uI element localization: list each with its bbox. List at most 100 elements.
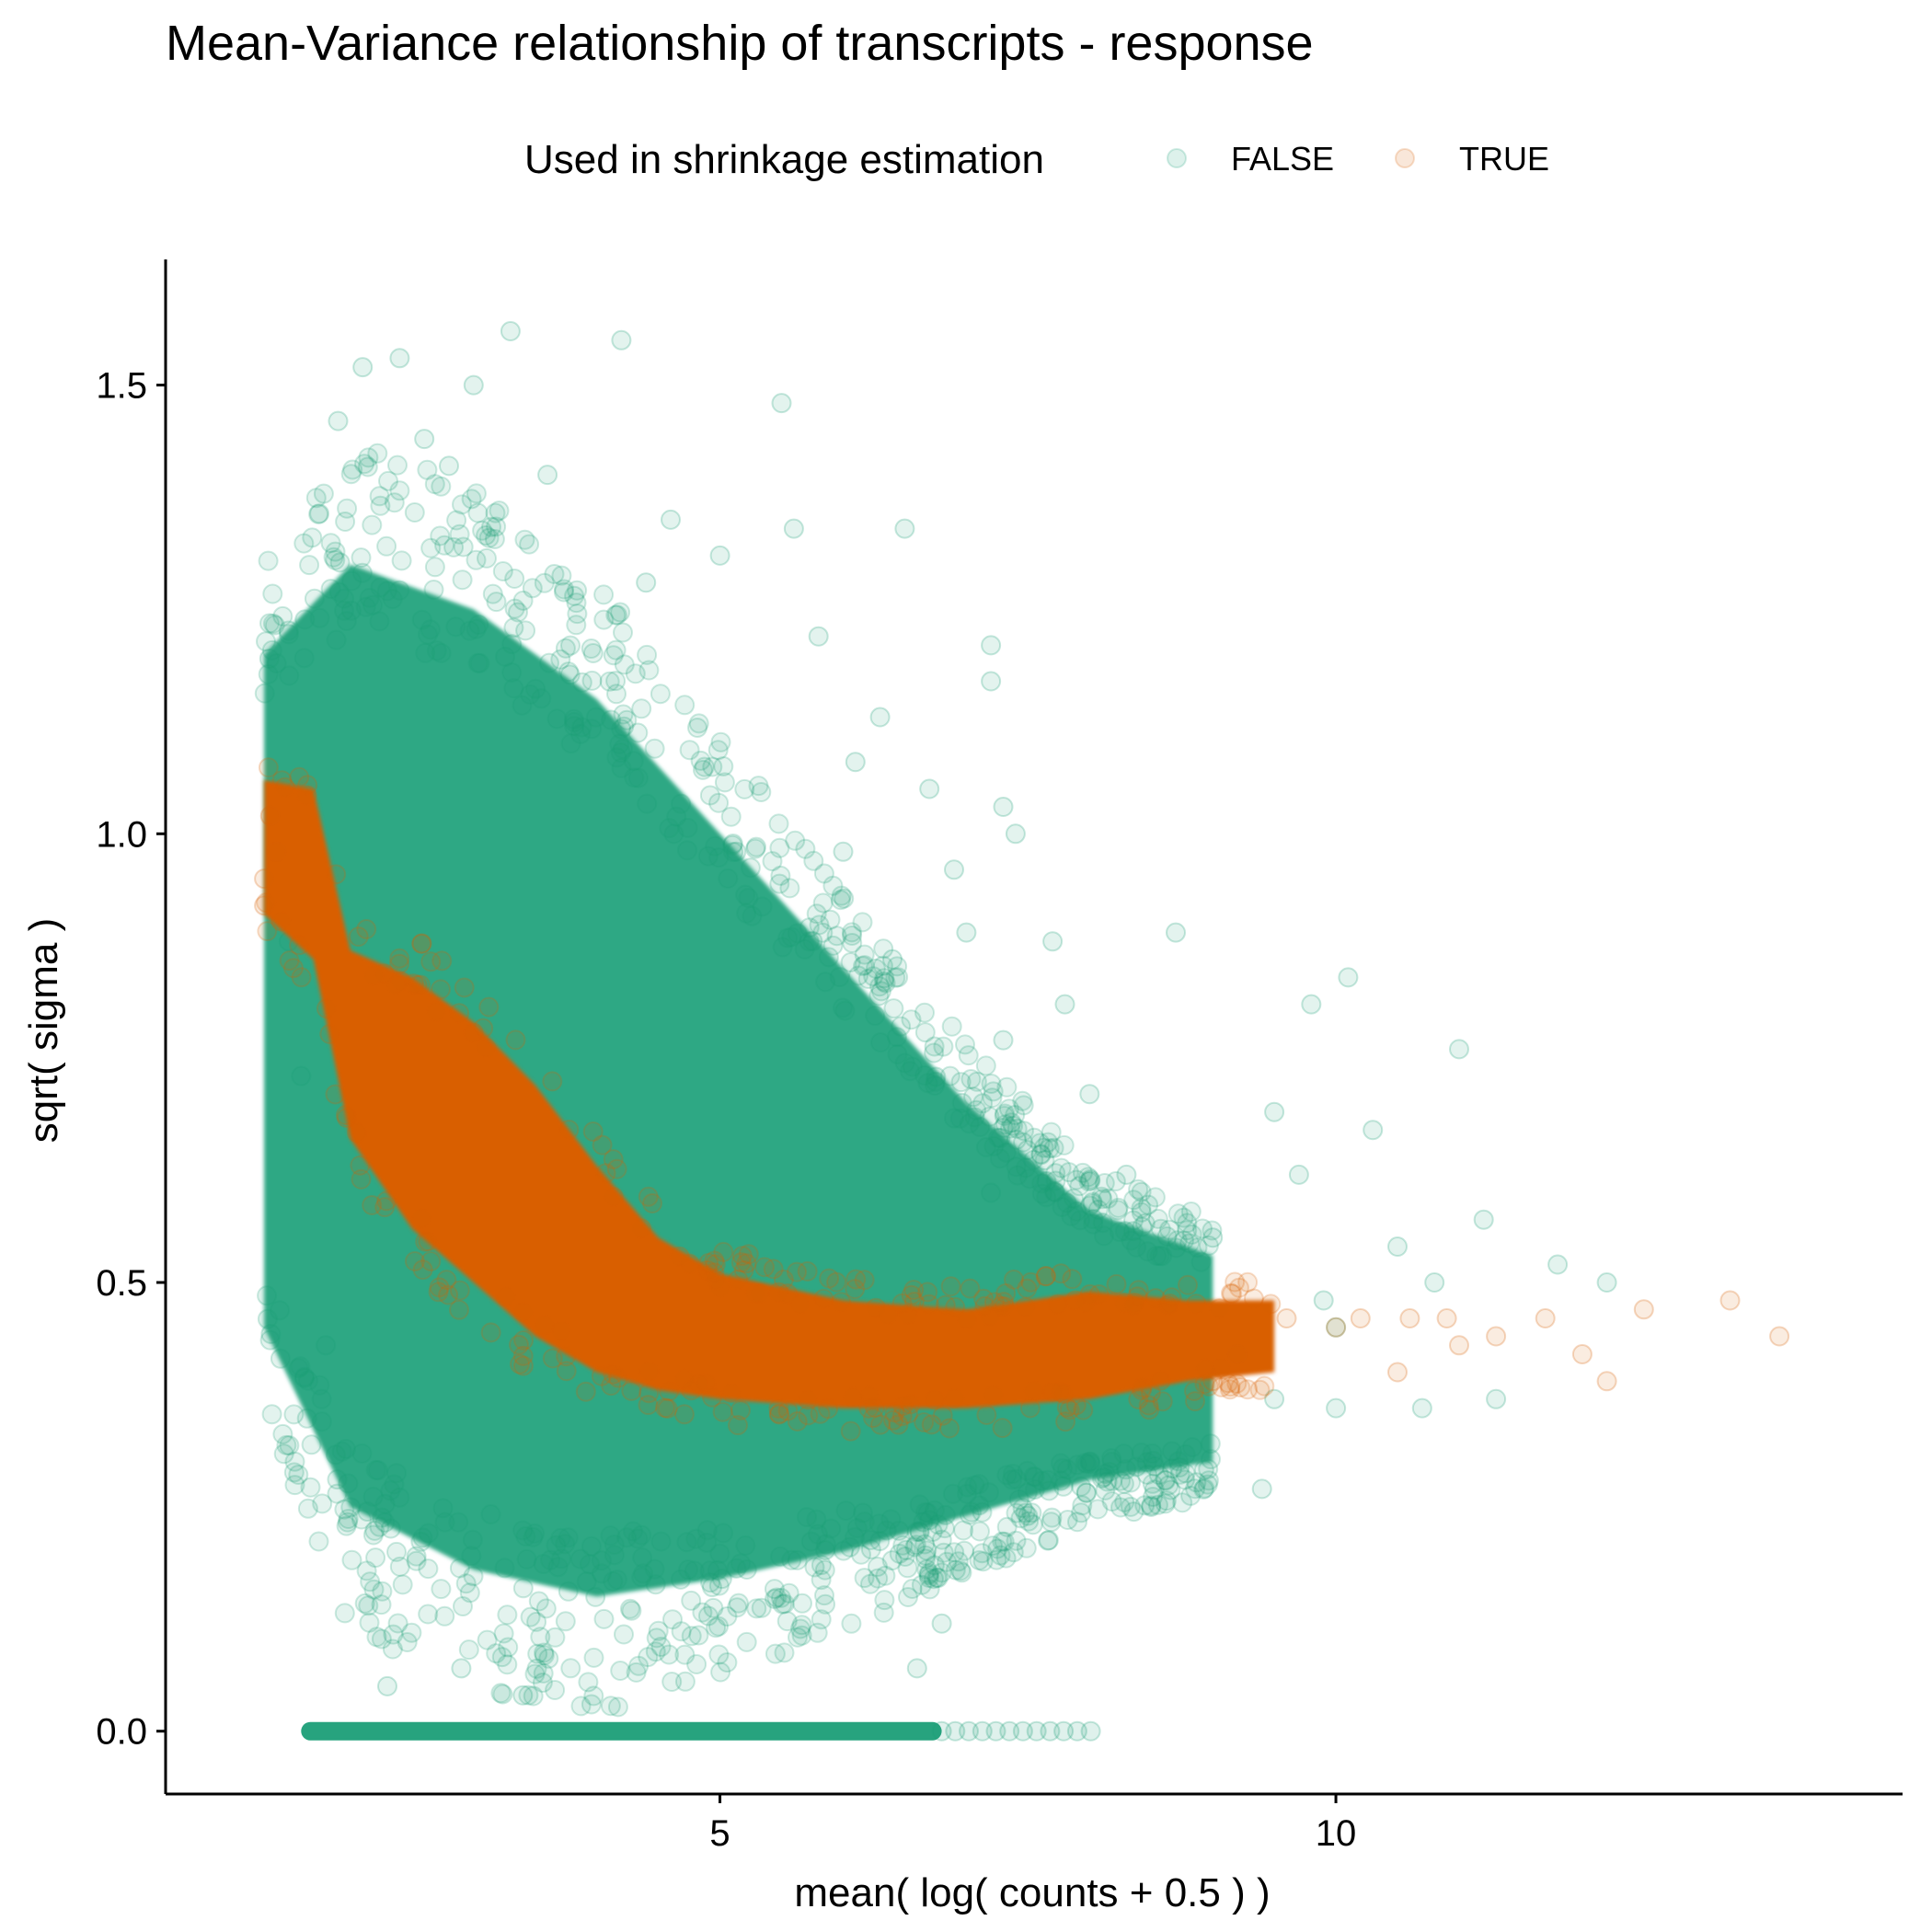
scatter-point	[501, 662, 523, 683]
scatter-point	[335, 1105, 356, 1125]
scatter-point	[730, 1399, 751, 1420]
scatter-point	[1128, 1179, 1149, 1200]
scatter-point	[429, 1277, 450, 1298]
scatter-point	[894, 1052, 915, 1074]
scatter-point	[341, 570, 362, 592]
scatter-point	[1220, 1376, 1241, 1397]
scatter-point	[1596, 1272, 1617, 1293]
scatter-point	[697, 1259, 718, 1281]
scatter-point	[367, 1460, 388, 1481]
scatter-point	[902, 1056, 923, 1077]
scatter-point	[259, 805, 281, 826]
scatter-point	[354, 1593, 375, 1614]
scatter-point	[284, 1475, 305, 1496]
scatter-point	[1179, 1233, 1201, 1254]
scatter-point	[1080, 1451, 1100, 1472]
scatter-point	[556, 1346, 577, 1367]
scatter-point	[669, 1246, 690, 1267]
scatter-point	[1124, 1293, 1145, 1314]
scatter-point	[1019, 1397, 1041, 1419]
scatter-point	[1167, 1203, 1189, 1225]
scatter-point	[1107, 1200, 1128, 1221]
scatter-point	[813, 1288, 834, 1309]
scatter-point	[1237, 1271, 1259, 1293]
scatter-point	[854, 1568, 875, 1589]
scatter-point	[1072, 1495, 1093, 1516]
scatter-point	[958, 1045, 979, 1066]
scatter-point	[380, 1518, 401, 1539]
scatter-point	[866, 1297, 887, 1318]
scatter-point	[772, 937, 793, 958]
scatter-point	[1218, 1373, 1238, 1394]
scatter-point	[699, 785, 720, 806]
scatter-point	[1095, 1479, 1116, 1501]
scatter-point	[852, 912, 873, 933]
scatter-point	[917, 1073, 938, 1094]
scatter-point	[1067, 1512, 1087, 1533]
scatter-point	[1066, 1201, 1087, 1222]
scatter-point	[891, 1016, 912, 1037]
scatter-point	[566, 615, 587, 636]
scatter-point	[352, 357, 374, 378]
scatter-point	[1186, 1294, 1207, 1315]
scatter-point	[662, 1609, 683, 1630]
scatter-point	[804, 1557, 825, 1578]
scatter-point	[857, 969, 879, 989]
scatter-point	[892, 1535, 914, 1556]
scatter-point	[1230, 1377, 1251, 1397]
scatter-point	[792, 1593, 812, 1614]
scatter-point	[411, 609, 432, 630]
scatter-point	[1051, 1157, 1072, 1179]
scatter-point	[1087, 1499, 1109, 1520]
scatter-point	[638, 1647, 659, 1668]
scatter-point	[603, 1186, 624, 1207]
scatter-point	[1156, 1226, 1178, 1247]
scatter-point	[1150, 1370, 1171, 1391]
scatter-point	[386, 1463, 407, 1484]
scatter-point	[1080, 1170, 1101, 1191]
scatter-point	[833, 1540, 854, 1561]
scatter-point	[1091, 1186, 1112, 1207]
scatter-point	[601, 1375, 622, 1397]
scatter-point	[600, 1525, 621, 1547]
scatter-point	[1043, 1181, 1064, 1202]
scatter-point	[428, 1282, 449, 1303]
scatter-point	[819, 1268, 840, 1289]
scatter-point	[918, 1294, 939, 1315]
scatter-point	[642, 1193, 662, 1213]
scatter-point	[362, 514, 383, 535]
scatter-point	[1180, 1485, 1202, 1506]
scatter-point	[627, 1528, 649, 1549]
scatter-point	[1251, 1478, 1272, 1500]
scatter-point	[769, 837, 790, 858]
scatter-point	[1436, 1308, 1457, 1328]
scatter-point	[948, 1551, 969, 1572]
scatter-point	[1198, 1235, 1219, 1256]
scatter-point	[1194, 1478, 1215, 1499]
scatter-point	[624, 767, 645, 788]
scatter-point	[1045, 1170, 1066, 1191]
scatter-point	[829, 967, 850, 987]
scatter-point	[980, 1305, 1000, 1327]
scatter-point	[713, 1523, 734, 1544]
scatter-point	[674, 695, 696, 716]
scatter-point	[376, 581, 397, 602]
scatter-point	[1178, 1274, 1198, 1295]
scatter-point	[621, 1600, 642, 1621]
scatter-point	[418, 1604, 439, 1625]
scatter-point	[336, 611, 357, 631]
scatter-point	[357, 456, 378, 477]
scatter-point	[1015, 1157, 1036, 1179]
scatter-point	[271, 770, 293, 791]
scatter-point	[415, 1231, 436, 1252]
scatter-point	[814, 1585, 834, 1606]
scatter-point	[797, 1507, 817, 1527]
scatter-point	[424, 557, 445, 578]
scatter-point	[351, 1509, 372, 1530]
scatter-point	[795, 838, 816, 859]
scatter-point	[863, 1408, 884, 1429]
scatter-point	[1045, 1163, 1066, 1184]
scatter-point	[476, 1038, 497, 1058]
scatter-point	[484, 529, 505, 549]
